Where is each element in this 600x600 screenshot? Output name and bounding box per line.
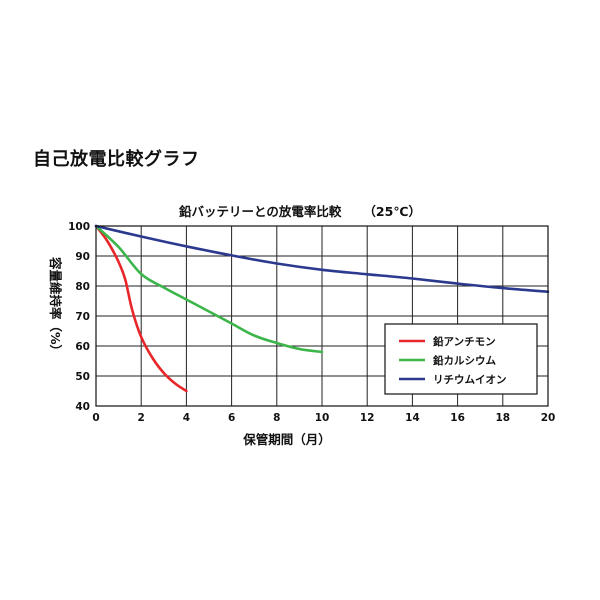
x-tick-label: 0	[92, 412, 99, 424]
series-layer	[94, 224, 550, 393]
chart-title-row: 鉛バッテリーとの放電率比較 （25℃）	[0, 201, 600, 220]
y-tick-label: 80	[75, 281, 90, 293]
legend-label: リチウムイオン	[433, 374, 507, 386]
x-tick-label: 10	[315, 412, 330, 424]
chart-title: 鉛バッテリーとの放電率比較	[179, 204, 342, 219]
x-tick-label: 14	[405, 412, 420, 424]
series-line-2	[94, 224, 324, 354]
y-tick-label: 40	[75, 401, 90, 413]
y-tick-label: 100	[68, 221, 90, 233]
x-tick-label: 8	[273, 412, 280, 424]
legend-label: 鉛カルシウム	[433, 354, 496, 367]
series-line-3	[94, 224, 550, 293]
x-tick-label: 4	[183, 412, 190, 424]
y-tick-label: 70	[75, 311, 90, 323]
x-tick-label: 20	[541, 412, 556, 424]
x-tick-label: 12	[360, 412, 375, 424]
chart-condition: （25℃）	[363, 204, 421, 219]
y-tick-label: 90	[75, 251, 90, 263]
y-tick-label: 50	[75, 371, 90, 383]
page-heading: 自己放電比較グラフ	[33, 149, 200, 170]
tick-labels: 0 2 4 6 8 10 12 14 16 18 20 40 50 60 70 80 90 100	[68, 221, 555, 424]
legend-label: 鉛アンチモン	[433, 335, 496, 348]
x-tick-label: 16	[450, 412, 465, 424]
x-tick-label: 18	[495, 412, 510, 424]
y-axis-label: 容量維持率（%）	[48, 256, 63, 357]
x-axis-label: 保管期間（月）	[242, 432, 331, 447]
plot-frame	[95, 225, 549, 407]
x-tick-label: 6	[228, 412, 235, 424]
series-line-1	[94, 224, 188, 393]
x-tick-label: 2	[138, 412, 145, 424]
y-tick-label: 60	[75, 341, 90, 353]
